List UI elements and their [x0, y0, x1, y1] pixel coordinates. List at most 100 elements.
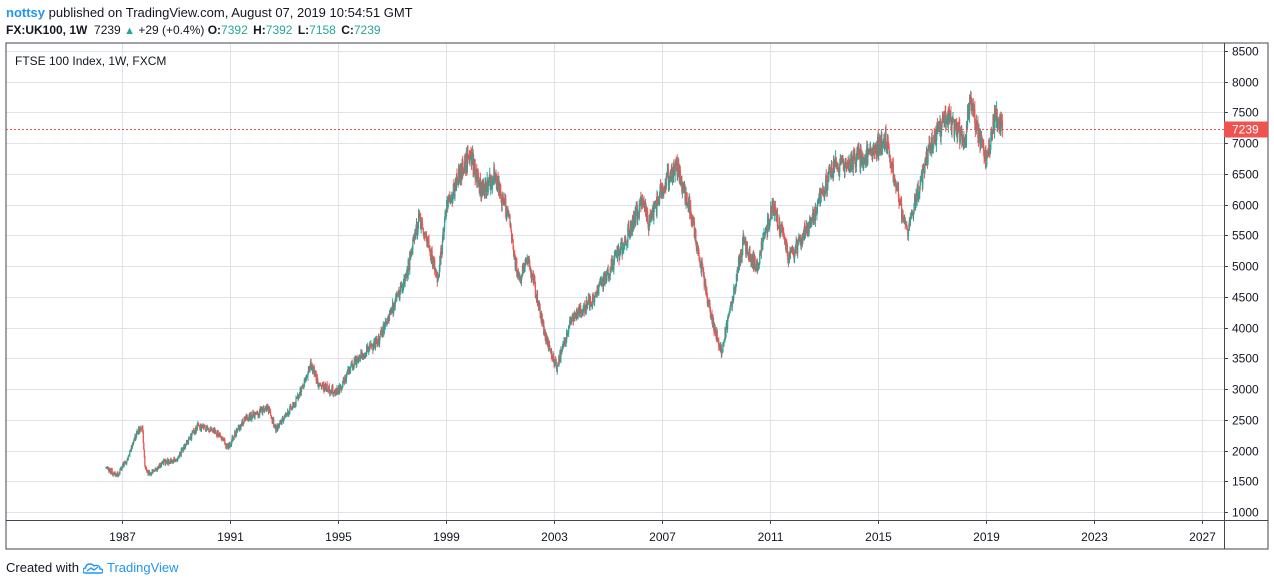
candle-body: [256, 413, 259, 414]
candle-body: [269, 411, 272, 416]
close-label: C:: [341, 23, 354, 37]
candle-body: [515, 257, 517, 260]
candle-body: [434, 260, 436, 272]
candle-body: [140, 428, 142, 430]
candle-body: [226, 443, 228, 447]
candle-body: [198, 425, 201, 427]
candle-body: [862, 157, 864, 165]
candle-body: [139, 426, 141, 429]
candle-body: [201, 425, 203, 427]
candle-body: [452, 184, 454, 196]
candle-body: [591, 296, 594, 305]
candle-body: [805, 225, 808, 232]
author-link[interactable]: nottsy: [6, 5, 45, 20]
candle-body: [464, 155, 466, 169]
candle-body: [781, 227, 783, 229]
candle-body: [264, 409, 266, 412]
candle-body: [362, 356, 364, 360]
candle-body: [721, 351, 723, 355]
candle-body: [597, 286, 599, 290]
candle-body: [764, 233, 766, 238]
candle-body: [137, 433, 139, 435]
candle-body: [165, 460, 167, 465]
candle-body: [371, 346, 373, 347]
candle-body: [544, 331, 546, 341]
candle-body: [396, 292, 398, 294]
candle-body: [269, 409, 271, 412]
candle-body: [447, 197, 449, 207]
candle-body: [620, 242, 622, 248]
candle-body: [958, 123, 960, 127]
price-axis[interactable]: 1000 1500 2000 2500 3000 3500 4000 4500 5000 5500…: [1224, 45, 1259, 520]
tradingview-link[interactable]: TradingView: [106, 560, 179, 575]
candle-body: [717, 339, 719, 341]
candle-body: [526, 260, 528, 262]
x-tick-label: 1995: [325, 530, 352, 544]
candle-body: [417, 223, 419, 232]
candle-body: [219, 433, 221, 435]
candle-body: [854, 163, 856, 168]
candle-body: [569, 320, 571, 326]
candle-body: [268, 407, 271, 410]
candle-body: [625, 239, 627, 244]
candle-body: [947, 109, 949, 126]
candle-body: [490, 182, 492, 190]
candle-body: [193, 431, 195, 434]
candle-body: [770, 206, 772, 220]
candle-body: [681, 178, 683, 192]
candle-body: [141, 428, 143, 430]
candle-body: [182, 448, 184, 452]
candle-body: [732, 296, 734, 302]
candle-body: [466, 151, 468, 170]
candle-body: [943, 118, 945, 120]
candle-body: [321, 384, 323, 390]
candle-body: [819, 193, 821, 203]
candle-body: [211, 429, 213, 431]
y-tick-label: 4000: [1232, 322, 1259, 336]
candle-body: [492, 180, 494, 184]
candle-body: [399, 286, 402, 293]
candle-body: [319, 383, 322, 386]
candle-body: [693, 222, 695, 238]
candle-body: [837, 166, 839, 168]
candle-body: [421, 218, 423, 228]
candle-body: [920, 178, 922, 180]
candle-body: [187, 438, 190, 444]
candle-body: [211, 430, 213, 432]
candle-body: [488, 181, 490, 183]
candle-body: [204, 425, 206, 430]
candle-body: [865, 149, 867, 165]
candle-body: [145, 467, 148, 471]
candle-body: [915, 204, 917, 206]
candle-body: [210, 427, 212, 430]
candle-body: [528, 257, 530, 262]
candle-body: [416, 231, 419, 234]
x-tick-label: 1991: [217, 530, 244, 544]
candle-body: [108, 468, 111, 473]
candle-body: [648, 225, 650, 231]
time-axis[interactable]: 1987 1991 1995 1999 2003 2007 2011 2015 2019 2023…: [109, 520, 1216, 544]
candle-body: [753, 254, 755, 267]
open-label: O:: [207, 23, 222, 37]
candle-body: [438, 276, 440, 278]
candle-body: [393, 310, 395, 314]
candle-body: [388, 313, 391, 321]
candle-body: [115, 475, 117, 476]
candle-body: [373, 341, 375, 347]
candle-body: [267, 406, 269, 412]
candle-body: [427, 237, 429, 246]
candle-body: [384, 326, 386, 327]
candle-body: [295, 398, 297, 405]
candle-body: [702, 268, 704, 272]
candle-body: [426, 238, 428, 246]
candle-body: [532, 273, 534, 276]
y-tick-label: 4500: [1232, 291, 1259, 305]
candle-body: [929, 142, 931, 148]
candle-body: [908, 219, 910, 230]
candle-body: [720, 345, 722, 355]
candle-body: [330, 392, 332, 394]
candle-body: [153, 469, 155, 471]
candle-body: [274, 425, 276, 427]
candle-body: [123, 463, 125, 467]
